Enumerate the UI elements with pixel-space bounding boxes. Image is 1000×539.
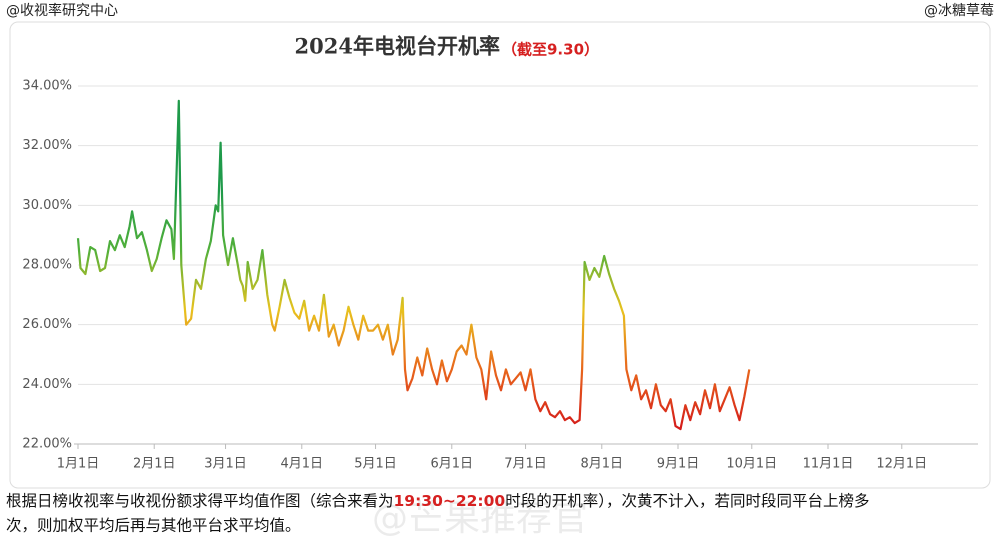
y-tick-label: 30.00%	[22, 198, 72, 213]
y-tick-label: 28.00%	[22, 258, 72, 273]
y-tick-label: 24.00%	[22, 377, 72, 392]
x-tick-label: 10月1日	[726, 457, 777, 472]
chart-title: 2024年电视台开机率	[295, 34, 500, 59]
y-tick-label: 22.00%	[22, 437, 72, 452]
chart-subtitle: （截至9.30）	[502, 41, 599, 59]
x-tick-label: 3月1日	[204, 457, 247, 472]
watermark: @芒果推荐官	[372, 498, 588, 539]
x-tick-label: 5月1日	[354, 457, 397, 472]
x-tick-label: 2月1日	[133, 457, 176, 472]
note-text: 时段的开机率），次黄不计入，若同时段同平台上榜多	[505, 492, 869, 510]
y-tick-label: 26.00%	[22, 317, 72, 332]
x-tick-label: 9月1日	[657, 457, 700, 472]
x-tick-label: 4月1日	[280, 457, 323, 472]
source-right: @冰糖草莓	[924, 3, 994, 19]
note-highlight: 19:30~22:00	[394, 492, 506, 510]
data-line	[76, 99, 751, 431]
source-left: @收视率研究中心	[6, 2, 118, 19]
x-tick-label: 1月1日	[57, 457, 100, 472]
note-text: 根据日榜收视率与收视份额求得平均值作图（综合来看为	[6, 492, 394, 510]
y-tick-label: 34.00%	[22, 79, 72, 94]
x-tick-label: 7月1日	[504, 457, 547, 472]
x-tick-label: 6月1日	[430, 457, 473, 472]
x-tick-label: 11月1日	[803, 457, 854, 472]
footnote-line2: 次，则加权平均后再与其他平台求平均值。	[6, 517, 301, 535]
footnote: 根据日榜收视率与收视份额求得平均值作图（综合来看为19:30~22:00时段的开…	[6, 492, 869, 510]
y-tick-label: 32.00%	[22, 138, 72, 153]
chart-frame	[9, 21, 991, 489]
x-tick-label: 8月1日	[580, 457, 623, 472]
x-tick-label: 12月1日	[876, 457, 927, 472]
